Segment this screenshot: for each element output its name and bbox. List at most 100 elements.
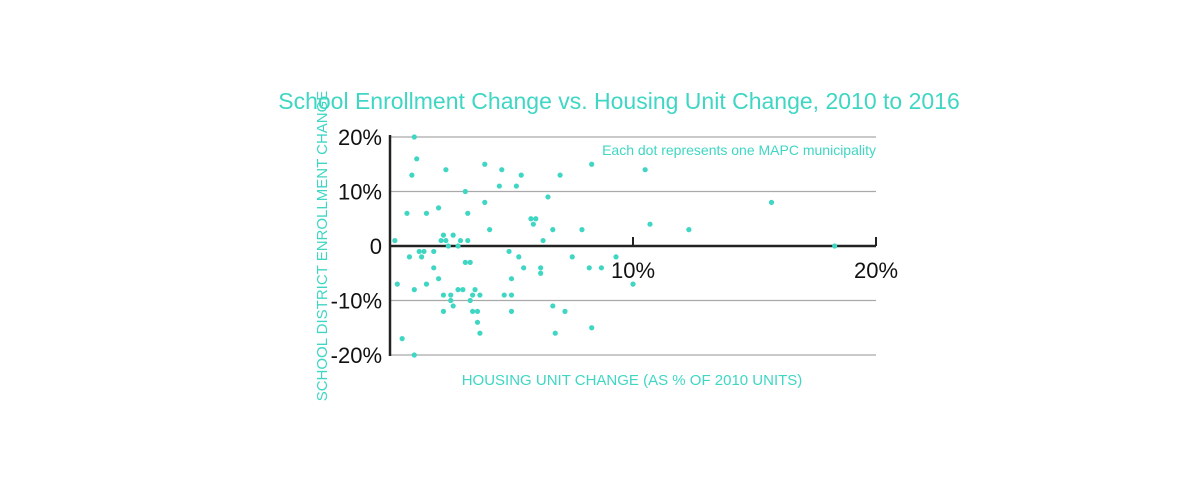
data-point: [477, 330, 483, 336]
y-axis-title: SCHOOL DISTRICT ENROLLMENT CHANGE: [314, 91, 331, 402]
data-point: [533, 216, 539, 222]
data-point: [411, 287, 417, 293]
data-point: [436, 276, 442, 282]
data-point: [589, 325, 595, 331]
data-point: [630, 281, 636, 287]
data-point: [462, 259, 468, 265]
data-point: [589, 161, 595, 167]
data-point: [443, 237, 449, 244]
data-point: [569, 254, 575, 260]
data-point: [482, 161, 488, 167]
data-point: [414, 156, 420, 162]
data-point: [418, 254, 425, 260]
data-point: [470, 308, 476, 314]
data-point: [477, 292, 483, 298]
data-point: [501, 292, 507, 298]
data-point: [394, 281, 400, 287]
data-point: [470, 292, 476, 298]
data-point: [438, 237, 444, 244]
data-point: [455, 287, 461, 293]
data-point: [545, 194, 551, 200]
data-point: [550, 303, 556, 309]
data-point: [768, 199, 775, 205]
data-point: [557, 172, 563, 178]
data-point: [440, 292, 447, 298]
data-point: [518, 172, 524, 178]
y-tick-label: 10%: [338, 180, 382, 205]
data-point: [538, 270, 544, 276]
y-tick-label: 0: [370, 234, 382, 259]
data-point: [448, 292, 454, 298]
data-point: [455, 243, 461, 249]
data-point: [404, 210, 410, 216]
data-point: [440, 308, 447, 314]
data-point: [448, 297, 454, 304]
y-tick-label: 20%: [338, 125, 382, 150]
data-point: [508, 308, 515, 314]
data-point: [457, 237, 464, 244]
data-point: [450, 303, 456, 309]
data-point: [528, 216, 534, 222]
data-point: [445, 243, 451, 249]
data-point: [496, 183, 502, 189]
data-point: [423, 210, 430, 216]
data-point: [399, 336, 405, 342]
data-point: [411, 134, 417, 140]
data-point: [465, 237, 471, 244]
data-point: [450, 232, 456, 238]
data-point: [482, 199, 488, 205]
data-point: [467, 297, 473, 304]
data-point: [562, 308, 568, 314]
data-point: [465, 210, 471, 216]
data-point: [586, 265, 592, 271]
data-point: [538, 265, 544, 271]
data-point: [487, 227, 493, 233]
data-point: [642, 167, 648, 173]
data-point: [530, 221, 536, 227]
data-point: [431, 248, 437, 255]
data-point: [421, 248, 427, 255]
data-point: [552, 330, 558, 336]
x-tick-label: 20%: [854, 258, 898, 283]
y-tick-label: -10%: [331, 289, 382, 314]
data-points: [392, 134, 838, 358]
data-point: [506, 248, 512, 255]
axis-ticks: 20% 10% 0 -10% -20% 10% 20%: [331, 125, 898, 368]
data-point: [598, 265, 605, 271]
data-point: [460, 287, 466, 293]
data-point: [440, 232, 447, 238]
x-tick-label: 10%: [611, 258, 655, 283]
data-point: [832, 243, 838, 249]
chart-title: School Enrollment Change vs. Housing Uni…: [278, 88, 960, 114]
data-point: [462, 188, 468, 195]
data-point: [516, 254, 522, 260]
data-point: [521, 265, 527, 271]
data-point: [499, 167, 505, 173]
data-point: [443, 167, 449, 173]
x-axis-title: HOUSING UNIT CHANGE (AS % OF 2010 UNITS): [462, 372, 803, 389]
data-point: [474, 308, 481, 314]
data-point: [431, 265, 437, 271]
data-point: [409, 172, 415, 178]
data-point: [436, 205, 442, 211]
data-point: [508, 292, 515, 298]
data-point: [406, 254, 413, 260]
y-tick-label: -20%: [331, 343, 382, 368]
data-point: [613, 254, 619, 260]
data-point: [467, 259, 473, 265]
data-point: [579, 227, 585, 233]
data-point: [647, 221, 653, 227]
data-point: [416, 248, 422, 255]
data-point: [474, 319, 481, 325]
data-point: [513, 183, 519, 189]
data-point: [472, 287, 478, 293]
data-point: [550, 227, 556, 233]
data-point: [508, 276, 515, 282]
data-point: [423, 281, 430, 287]
chart-annotation: Each dot represents one MAPC municipalit…: [602, 142, 876, 158]
data-point: [411, 352, 417, 358]
data-point: [540, 237, 546, 244]
data-point: [686, 227, 692, 233]
data-point: [392, 237, 398, 244]
